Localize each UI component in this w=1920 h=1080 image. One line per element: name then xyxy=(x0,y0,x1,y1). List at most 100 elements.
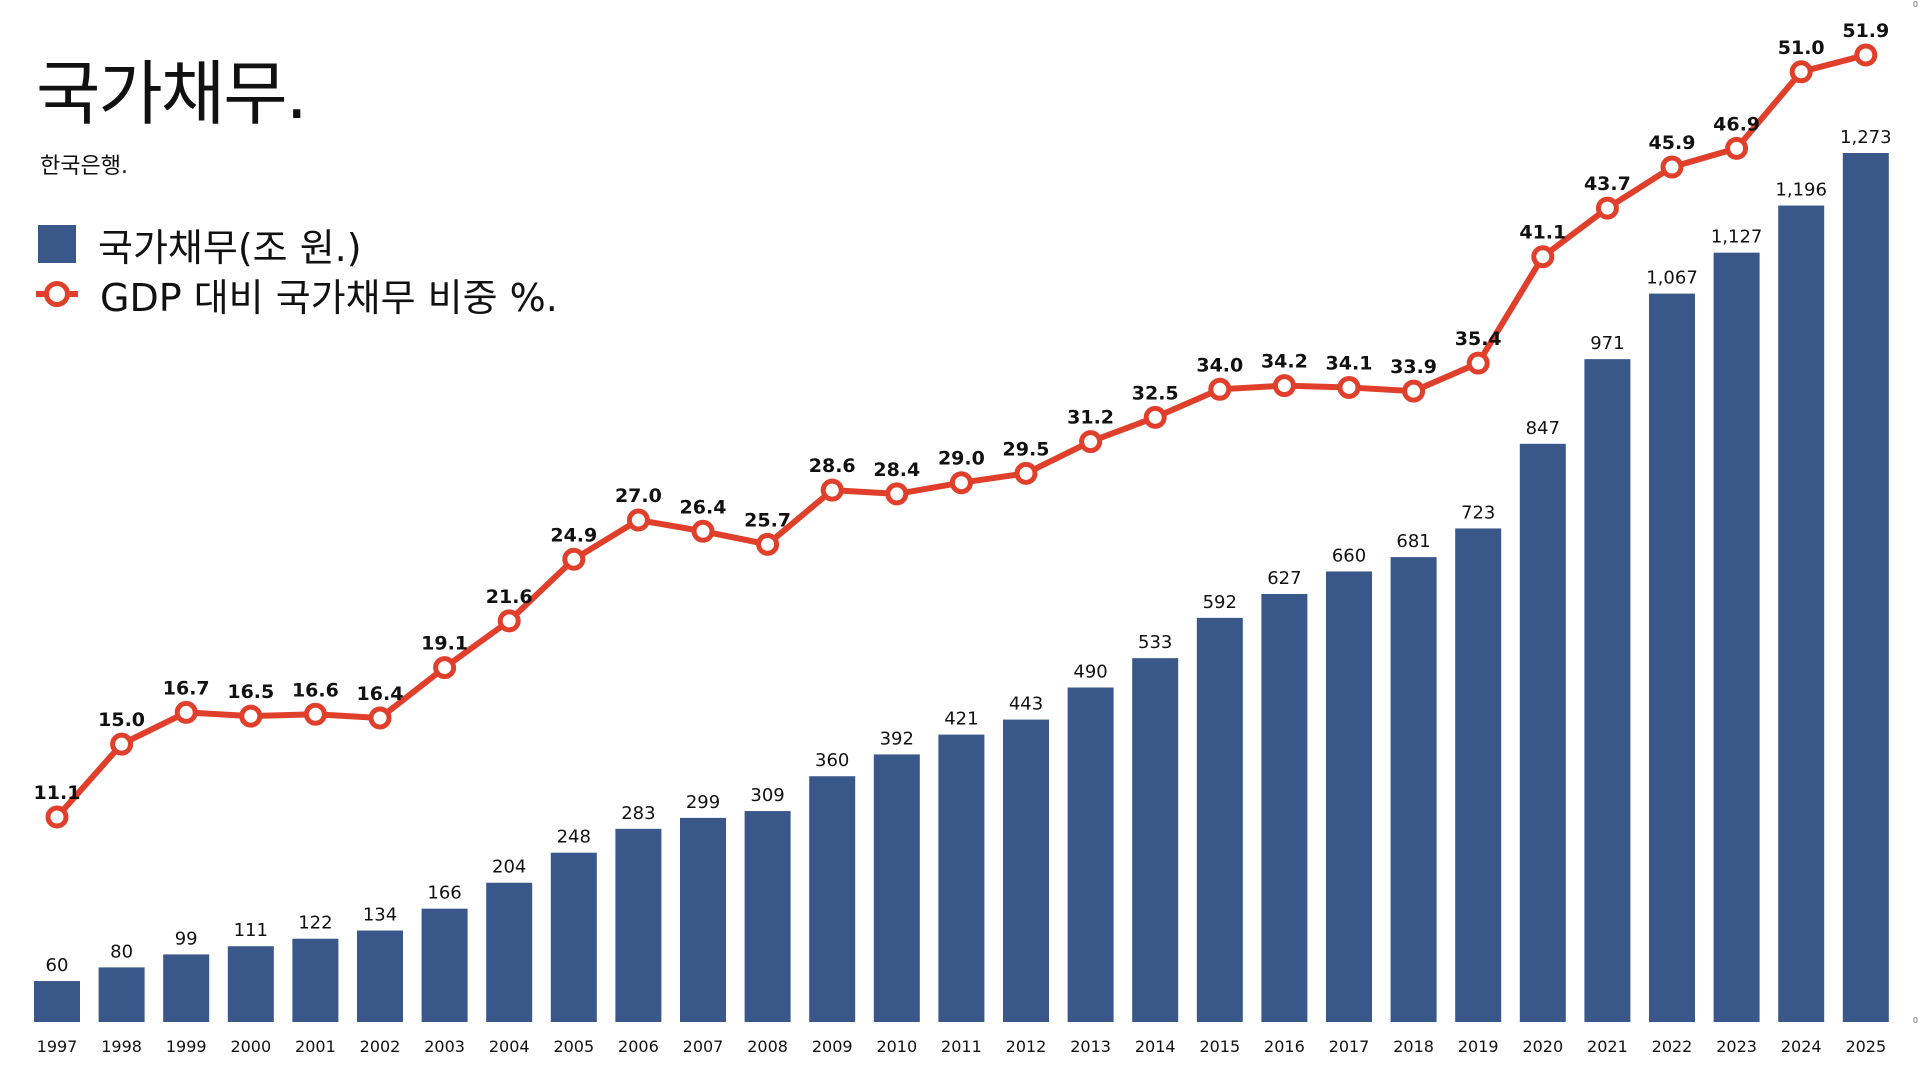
bar-value-label: 533 xyxy=(1138,632,1172,653)
x-tick-label: 2017 xyxy=(1329,1037,1370,1056)
ratio-value-label: 16.6 xyxy=(292,679,339,701)
ratio-value-label: 46.9 xyxy=(1713,113,1760,135)
x-tick-label: 2012 xyxy=(1006,1037,1047,1056)
bar-value-label: 60 xyxy=(46,955,69,976)
bar-2011 xyxy=(938,734,985,1022)
bar-value-label: 204 xyxy=(492,857,526,878)
x-tick-label: 2025 xyxy=(1845,1037,1886,1056)
bar-1998 xyxy=(98,967,145,1022)
bar-2000 xyxy=(227,946,274,1022)
chart-subtitle: 한국은행. xyxy=(40,154,128,179)
bar-2015 xyxy=(1196,617,1243,1022)
x-tick-label: 2006 xyxy=(618,1037,659,1056)
x-tick-label: 2018 xyxy=(1393,1037,1434,1056)
ratio-value-label: 15.0 xyxy=(98,709,145,731)
ratio-point-2001 xyxy=(303,702,327,726)
x-tick-label: 2013 xyxy=(1070,1037,1111,1056)
x-tick-label: 2015 xyxy=(1199,1037,1240,1056)
ratio-point-2005 xyxy=(562,547,586,571)
ratio-point-2012 xyxy=(1014,461,1038,485)
ratio-value-label: 29.5 xyxy=(1003,438,1050,460)
ratio-value-label: 32.5 xyxy=(1132,382,1179,404)
ratio-point-2018 xyxy=(1402,379,1426,403)
bar-2008 xyxy=(744,811,791,1022)
bar-1997 xyxy=(34,981,80,1022)
bar-2017 xyxy=(1326,571,1372,1022)
bar-2004 xyxy=(486,882,533,1022)
ratio-value-label: 45.9 xyxy=(1649,132,1696,154)
ratio-value-label: 21.6 xyxy=(486,586,533,608)
bar-2002 xyxy=(357,930,403,1022)
bar-2010 xyxy=(873,754,920,1022)
ratio-point-2016 xyxy=(1272,374,1296,398)
ratio-value-label: 19.1 xyxy=(421,633,468,655)
ratio-point-1997 xyxy=(45,805,69,829)
bar-value-label: 283 xyxy=(621,803,655,824)
bar-2020 xyxy=(1519,443,1566,1022)
legend: 국가채무(조 원.) GDP 대비 국가채무 비중 %. xyxy=(36,220,558,320)
bar-value-label: 490 xyxy=(1073,662,1107,683)
bar-value-label: 1,273 xyxy=(1840,127,1892,148)
ratio-point-2024 xyxy=(1789,60,1813,84)
bar-value-label: 309 xyxy=(750,785,784,806)
ratio-value-label: 29.0 xyxy=(938,448,985,470)
bar-2021 xyxy=(1584,359,1631,1022)
bar-value-label: 360 xyxy=(815,750,849,771)
bar-2001 xyxy=(292,938,339,1022)
ratio-point-2006 xyxy=(626,508,650,532)
bar-value-label: 660 xyxy=(1332,545,1366,566)
bar-2003 xyxy=(421,908,468,1022)
bar-value-label: 723 xyxy=(1461,502,1495,523)
x-tick-label: 2000 xyxy=(230,1037,271,1056)
x-tick-label: 2005 xyxy=(553,1037,594,1056)
x-tick-label: 2022 xyxy=(1652,1037,1693,1056)
ratio-point-2013 xyxy=(1079,430,1103,454)
ratio-value-label: 25.7 xyxy=(744,509,791,531)
x-tick-label: 2014 xyxy=(1135,1037,1176,1056)
x-tick-label: 2016 xyxy=(1264,1037,1305,1056)
bar-value-label: 99 xyxy=(175,928,198,949)
legend-item-bar: 국가채무(조 원.) xyxy=(36,220,558,270)
ratio-point-2007 xyxy=(691,519,715,543)
ratio-value-label: 28.6 xyxy=(809,455,856,477)
x-tick-label: 2004 xyxy=(489,1037,530,1056)
bar-value-label: 299 xyxy=(686,792,720,813)
bar-1999 xyxy=(163,954,210,1022)
bar-2005 xyxy=(550,852,597,1022)
ratio-value-label: 16.5 xyxy=(227,681,274,703)
x-tick-label: 2010 xyxy=(876,1037,917,1056)
bar-value-label: 971 xyxy=(1590,333,1624,354)
x-tick-label: 2001 xyxy=(295,1037,336,1056)
x-tick-label: 1997 xyxy=(37,1037,78,1056)
bar-2014 xyxy=(1132,658,1179,1022)
bar-value-label: 592 xyxy=(1203,592,1237,613)
ratio-point-1998 xyxy=(110,732,134,756)
ratio-value-label: 41.1 xyxy=(1519,222,1566,244)
ratio-value-label: 11.1 xyxy=(34,782,81,804)
bar-value-label: 681 xyxy=(1396,531,1430,552)
right-axis-top-mark: 0 xyxy=(1912,0,1918,9)
ratio-point-2019 xyxy=(1466,351,1490,375)
bar-2013 xyxy=(1067,687,1114,1022)
bar-value-label: 627 xyxy=(1267,568,1301,589)
legend-item-line: GDP 대비 국가채무 비중 %. xyxy=(36,270,558,320)
x-tick-label: 2023 xyxy=(1716,1037,1757,1056)
ratio-value-label: 28.4 xyxy=(873,459,920,481)
x-tick-label: 2021 xyxy=(1587,1037,1628,1056)
bar-value-label: 248 xyxy=(557,827,591,848)
ratio-point-2020 xyxy=(1531,245,1555,269)
ratio-point-2021 xyxy=(1595,196,1619,220)
right-axis-bottom-mark: 0 xyxy=(1912,1016,1918,1025)
ratio-value-label: 34.2 xyxy=(1261,351,1308,373)
ratio-value-label: 51.0 xyxy=(1778,37,1825,59)
bar-2009 xyxy=(809,776,856,1022)
bar-value-label: 847 xyxy=(1526,418,1560,439)
x-tick-label: 2011 xyxy=(941,1037,982,1056)
ratio-value-label: 34.1 xyxy=(1326,352,1373,374)
ratio-value-label: 43.7 xyxy=(1584,173,1631,195)
legend-line-label: GDP 대비 국가채무 비중 %. xyxy=(100,275,558,320)
x-tick-label: 2007 xyxy=(683,1037,724,1056)
bar-value-label: 1,196 xyxy=(1775,180,1827,201)
bar-2018 xyxy=(1390,557,1437,1022)
